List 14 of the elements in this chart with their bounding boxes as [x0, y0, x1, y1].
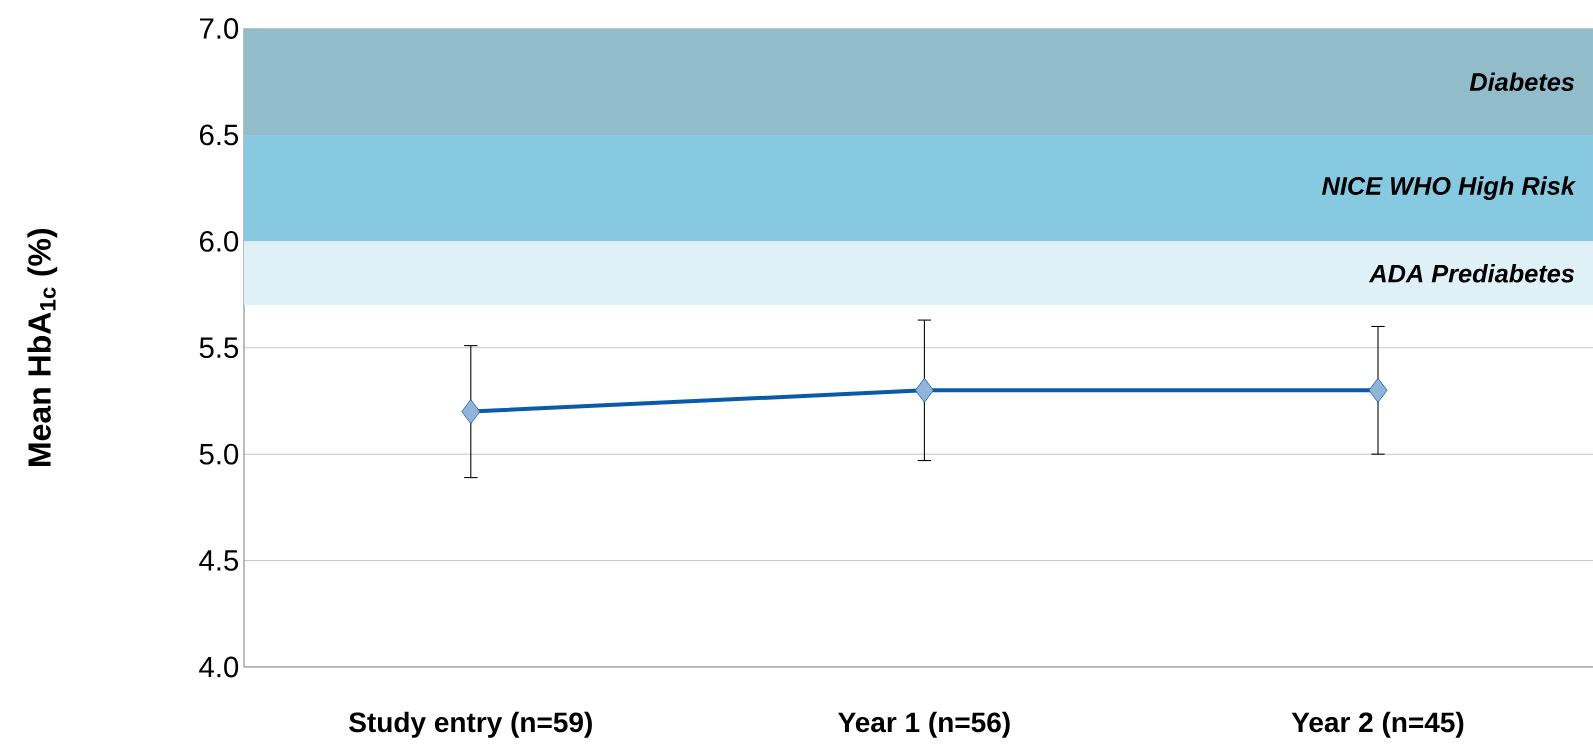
y-tick-label: 6.0: [200, 230, 239, 252]
y-tick-label: 4.5: [199, 550, 239, 571]
x-tick-label: Study entry (n=59): [349, 711, 592, 738]
y-tick-label: 4.0: [199, 656, 239, 678]
y-tick-label: 7.0: [200, 18, 239, 39]
band-label: NICE WHO High Risk: [1322, 176, 1576, 200]
x-tick-label: Year 2 (n=45): [1291, 711, 1464, 738]
y-tick-label: 5.5: [199, 337, 239, 358]
band-label: ADA Prediabetes: [1368, 263, 1575, 283]
y-axis-title: Mean HbA$_{1c}$ (%): [27, 229, 58, 466]
x-tick-label: Year 1 (n=56): [838, 711, 1010, 738]
band-label: Diabetes: [1469, 72, 1575, 92]
y-tick-label: 5.0: [199, 443, 239, 465]
y-tick-label: 6.5: [200, 124, 239, 146]
